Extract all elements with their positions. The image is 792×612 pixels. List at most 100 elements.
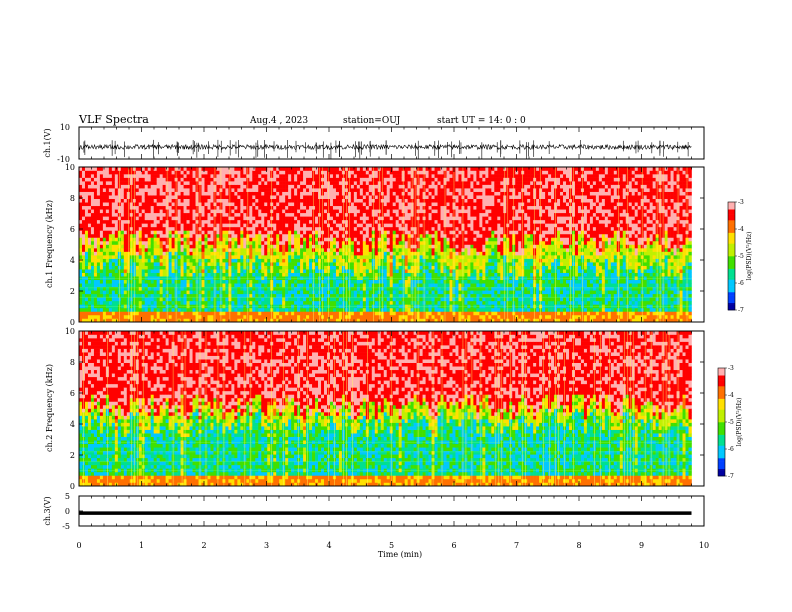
spectrogram-cell <box>163 241 166 245</box>
spectrogram-cell <box>91 311 94 315</box>
spectrogram-cell <box>393 248 396 252</box>
spectrogram-cell <box>288 220 291 224</box>
spectrogram-cell <box>354 167 357 171</box>
spectrogram-cell <box>184 287 187 291</box>
spectrogram-cell <box>172 188 175 192</box>
spectrogram-cell <box>210 167 213 171</box>
spectrogram-cell <box>207 216 210 220</box>
spectrogram-cell <box>384 301 387 305</box>
spectrogram-cell <box>151 227 154 231</box>
spectrogram-cell <box>169 234 172 238</box>
spectrogram-cell <box>384 185 387 189</box>
spectrogram-cell <box>336 192 339 196</box>
spectrogram-cell <box>148 276 151 280</box>
spectrogram-cell <box>240 245 243 249</box>
spectrogram-cell <box>207 245 210 249</box>
spectrogram-cell <box>216 266 219 270</box>
spectrogram-cell <box>145 195 148 199</box>
spectrogram-cell <box>187 227 190 231</box>
spectrogram-cell <box>237 297 240 301</box>
spectrogram-cell <box>187 181 190 185</box>
spectrogram-cell <box>121 241 124 245</box>
spectrogram-cell <box>234 248 237 252</box>
spectrogram-cell <box>261 255 264 259</box>
spectrogram-cell <box>363 280 366 284</box>
spectrogram-cell <box>193 241 196 245</box>
spectrogram-cell <box>97 206 100 210</box>
spectrogram-cell <box>109 280 112 284</box>
spectrogram-cell <box>309 290 312 294</box>
spectrogram-cell <box>202 255 205 259</box>
spectrogram-cell <box>190 287 193 291</box>
spectrogram-cell <box>100 192 103 196</box>
spectrogram-cell <box>240 174 243 178</box>
spectrogram-cell <box>399 297 402 301</box>
spectrogram-cell <box>264 178 267 182</box>
spectrogram-cell <box>202 290 205 294</box>
spectrogram-cell <box>193 213 196 217</box>
spectrogram-cell <box>181 209 184 213</box>
spectrogram-cell <box>187 290 190 294</box>
spectrogram-cell <box>363 297 366 301</box>
spectrogram-cell <box>375 174 378 178</box>
spectrogram-cell <box>282 178 285 182</box>
spectrogram-cell <box>109 202 112 206</box>
spectrogram-cell <box>336 230 339 234</box>
spectrogram-cell <box>363 213 366 217</box>
spectrogram-cell <box>97 311 100 315</box>
spectrogram-cell <box>405 181 408 185</box>
spectrogram-cell <box>309 209 312 213</box>
spectrogram-cell <box>390 311 393 315</box>
spectrogram-cell <box>124 174 127 178</box>
spectrogram-cell <box>97 287 100 291</box>
spectrogram-cell <box>160 209 163 213</box>
spectrogram-cell <box>154 234 157 238</box>
spectrogram-cell <box>231 167 234 171</box>
spectrogram-cell <box>145 290 148 294</box>
spectrogram-cell <box>88 283 91 287</box>
spectrogram-cell <box>357 262 360 266</box>
spectrogram-cell <box>288 315 291 319</box>
spectrogram-cell <box>231 237 234 241</box>
spectrogram-cell <box>154 255 157 259</box>
spectrogram-cell <box>399 237 402 241</box>
spectrogram-cell <box>366 315 369 319</box>
spectrogram-cell <box>375 227 378 231</box>
spectrogram-cell <box>106 181 109 185</box>
spectrogram-cell <box>100 252 103 256</box>
spectrogram-cell <box>151 301 154 305</box>
spectrogram-cell <box>294 178 297 182</box>
spectrogram-cell <box>243 227 246 231</box>
spectrogram-cell <box>231 241 234 245</box>
spectrogram-cell <box>363 220 366 224</box>
spectrogram-cell <box>181 308 184 312</box>
spectrogram-cell <box>145 174 148 178</box>
spectrogram-cell <box>243 315 246 319</box>
spectrogram-cell <box>288 202 291 206</box>
spectrogram-cell <box>297 248 300 252</box>
spectrogram-cell <box>339 216 342 220</box>
spectrogram-cell <box>300 259 303 263</box>
spectrogram-cell <box>279 234 282 238</box>
spectrogram-cell <box>193 252 196 256</box>
spectrogram-cell <box>375 308 378 312</box>
spectrogram-cell <box>309 185 312 189</box>
spectrogram-cell <box>82 230 85 234</box>
spectrogram-cell <box>112 241 115 245</box>
spectrogram-cell <box>142 262 145 266</box>
spectrogram-cell <box>243 195 246 199</box>
spectrogram-cell <box>363 209 366 213</box>
spectrogram-cell <box>291 262 294 266</box>
spectrogram-cell <box>375 237 378 241</box>
spectrogram-cell <box>357 171 360 175</box>
spectrogram-cell <box>360 220 363 224</box>
spectrogram-cell <box>291 234 294 238</box>
spectrogram-cell <box>282 245 285 249</box>
spectrogram-cell <box>193 266 196 270</box>
spectrogram-cell <box>124 269 127 273</box>
spectrogram-cell <box>354 290 357 294</box>
spectrogram-cell <box>202 276 205 280</box>
spectrogram-cell <box>112 216 115 220</box>
spectrogram-cell <box>240 185 243 189</box>
spectrogram-cell <box>157 280 160 284</box>
